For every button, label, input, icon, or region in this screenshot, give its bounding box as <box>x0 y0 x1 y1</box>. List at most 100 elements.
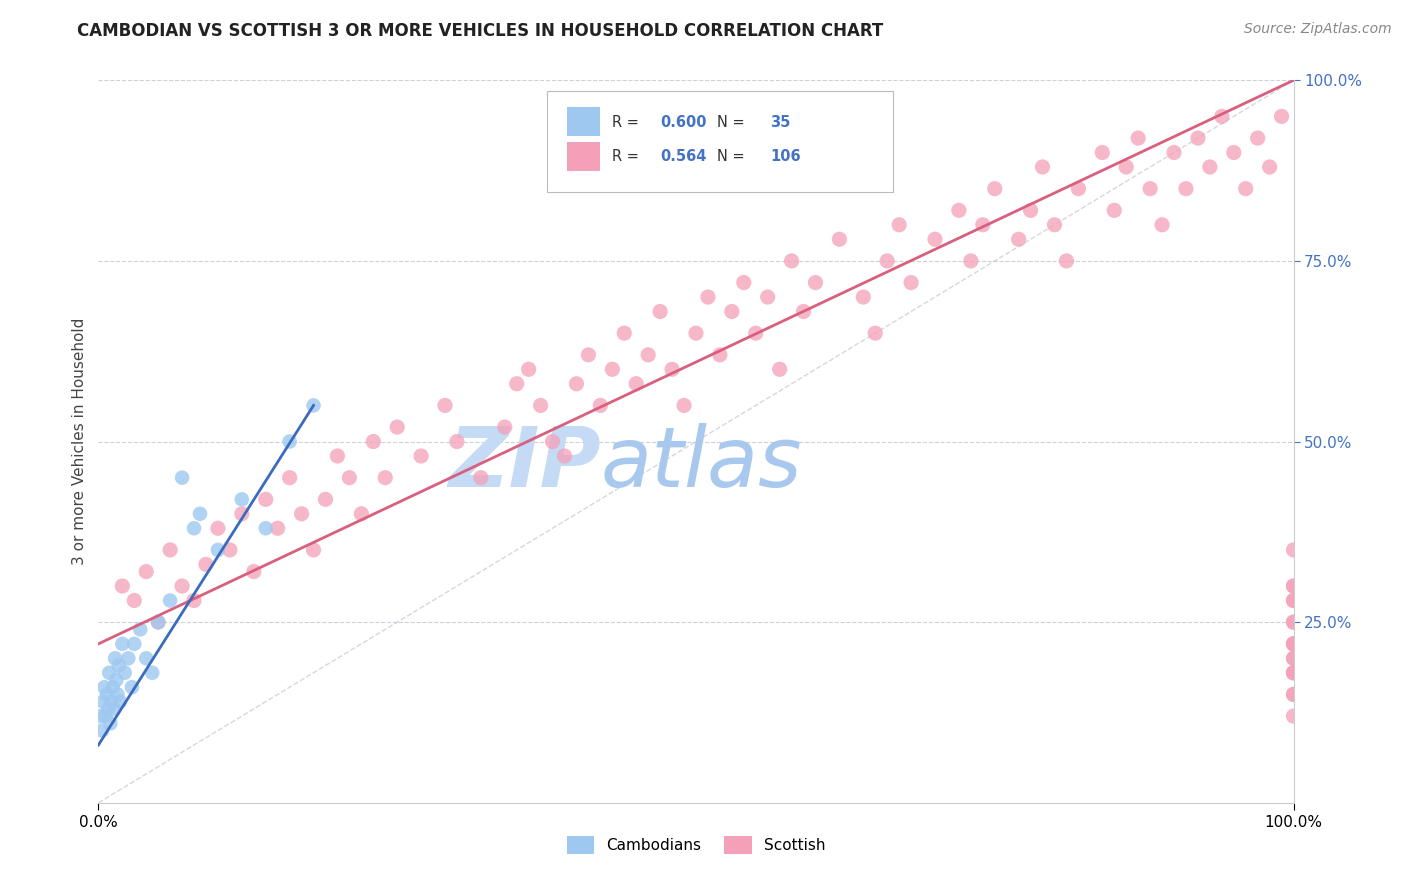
Point <box>267 521 290 535</box>
Point <box>517 362 540 376</box>
Point <box>780 253 803 268</box>
Point <box>1271 109 1294 123</box>
Point <box>243 565 266 579</box>
Point <box>865 326 887 341</box>
Point <box>1282 593 1305 607</box>
Text: CAMBODIAN VS SCOTTISH 3 OR MORE VEHICLES IN HOUSEHOLD CORRELATION CHART: CAMBODIAN VS SCOTTISH 3 OR MORE VEHICLES… <box>77 22 883 40</box>
Point <box>135 565 157 579</box>
Text: R =: R = <box>613 149 644 164</box>
Point <box>889 218 911 232</box>
Point <box>141 665 163 680</box>
Point <box>494 420 516 434</box>
Point <box>685 326 707 341</box>
Point <box>302 398 325 412</box>
Point <box>1175 182 1198 196</box>
Point <box>315 492 337 507</box>
Point <box>129 623 152 637</box>
Point <box>159 542 181 557</box>
Point <box>91 723 114 738</box>
Point <box>207 542 229 557</box>
Point <box>100 695 122 709</box>
Text: 106: 106 <box>770 149 800 164</box>
Point <box>1234 182 1257 196</box>
Point <box>1019 203 1042 218</box>
Text: 0.600: 0.600 <box>661 115 707 129</box>
Point <box>613 326 636 341</box>
Point <box>1282 637 1305 651</box>
Point <box>172 471 194 485</box>
Point <box>108 695 131 709</box>
Point <box>1282 542 1305 557</box>
Text: 0.564: 0.564 <box>661 149 706 164</box>
Point <box>1282 687 1305 701</box>
Point <box>673 398 696 412</box>
Point <box>183 521 205 535</box>
Point <box>1091 145 1114 160</box>
Point <box>733 276 755 290</box>
Point <box>1282 687 1305 701</box>
Point <box>107 687 129 701</box>
Point <box>697 290 720 304</box>
Point <box>135 651 157 665</box>
Point <box>98 716 122 731</box>
Point <box>756 290 779 304</box>
Point <box>554 449 576 463</box>
Point <box>278 434 301 449</box>
Point <box>1152 218 1174 232</box>
Point <box>411 449 433 463</box>
Text: atlas: atlas <box>600 423 801 504</box>
Point <box>1282 615 1305 630</box>
Point <box>339 471 361 485</box>
Point <box>101 680 124 694</box>
Point <box>1128 131 1150 145</box>
Text: 35: 35 <box>770 115 790 129</box>
Point <box>900 276 922 290</box>
Point <box>876 253 898 268</box>
Point <box>124 637 146 651</box>
Point <box>1282 709 1305 723</box>
Legend: Cambodians, Scottish: Cambodians, Scottish <box>561 830 831 860</box>
Point <box>148 615 170 630</box>
Point <box>231 507 253 521</box>
Point <box>121 680 143 694</box>
Point <box>207 521 229 535</box>
Point <box>94 709 117 723</box>
Point <box>385 420 409 434</box>
Point <box>98 665 121 680</box>
Point <box>278 471 301 485</box>
Point <box>470 471 492 485</box>
Point <box>96 687 118 701</box>
Point <box>291 507 314 521</box>
Point <box>828 232 851 246</box>
Point <box>1104 203 1126 218</box>
FancyBboxPatch shape <box>567 142 600 170</box>
Point <box>1199 160 1222 174</box>
Point <box>90 709 112 723</box>
Point <box>93 680 115 694</box>
Point <box>117 651 139 665</box>
Point <box>195 558 218 572</box>
Point <box>172 579 194 593</box>
Point <box>231 492 253 507</box>
Point <box>960 253 983 268</box>
Point <box>219 542 242 557</box>
Point <box>984 182 1007 196</box>
Point <box>188 507 211 521</box>
Point <box>148 615 170 630</box>
Text: ZIP: ZIP <box>447 423 600 504</box>
Point <box>626 376 648 391</box>
Point <box>852 290 875 304</box>
Point <box>530 398 553 412</box>
Point <box>104 651 127 665</box>
Point <box>434 398 457 412</box>
Point <box>1282 615 1305 630</box>
Point <box>97 702 120 716</box>
Point <box>769 362 792 376</box>
Point <box>804 276 827 290</box>
Point <box>114 665 136 680</box>
Point <box>506 376 529 391</box>
Y-axis label: 3 or more Vehicles in Household: 3 or more Vehicles in Household <box>72 318 87 566</box>
Point <box>1282 651 1305 665</box>
Point <box>302 542 325 557</box>
Point <box>924 232 946 246</box>
